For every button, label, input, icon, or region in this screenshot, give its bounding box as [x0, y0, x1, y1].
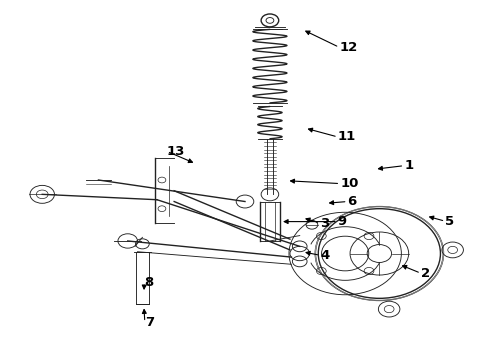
Text: 12: 12: [339, 41, 358, 54]
Text: 3: 3: [320, 216, 329, 230]
Text: 1: 1: [404, 159, 414, 172]
Text: 13: 13: [167, 145, 185, 158]
Text: 5: 5: [445, 215, 454, 228]
Text: 11: 11: [338, 130, 356, 144]
Text: 4: 4: [320, 249, 329, 262]
Text: 10: 10: [340, 177, 359, 190]
Text: 7: 7: [145, 316, 154, 329]
Text: 6: 6: [347, 195, 357, 208]
Text: 8: 8: [145, 276, 153, 289]
Text: 9: 9: [338, 215, 347, 228]
Text: 2: 2: [421, 267, 430, 280]
